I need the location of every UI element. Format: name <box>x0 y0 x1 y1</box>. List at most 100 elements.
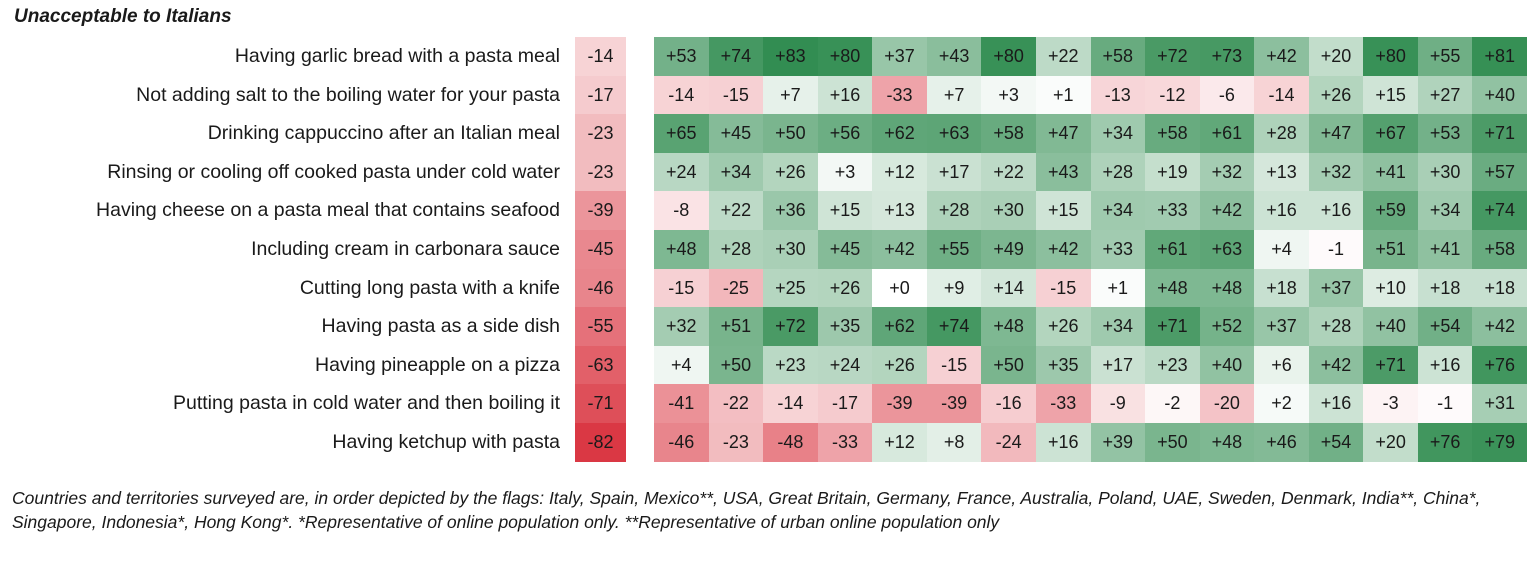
heatmap-cell: +40 <box>1472 75 1527 115</box>
heatmap-cell: -16 <box>981 384 1036 423</box>
italy-cell: -23 <box>575 152 626 192</box>
heatmap-cell: +76 <box>1417 422 1473 462</box>
heatmap-cell: +76 <box>1472 345 1527 385</box>
heatmap-cell: +50 <box>708 345 764 385</box>
heatmap-cell: +48 <box>1199 422 1255 462</box>
heatmap-cell: +37 <box>1254 307 1309 346</box>
row-label: Having cheese on a pasta meal that conta… <box>96 199 560 222</box>
heatmap-cell: +30 <box>763 229 818 269</box>
heatmap-cell: +61 <box>1145 229 1200 269</box>
heatmap-cell: -15 <box>654 268 709 308</box>
heatmap-cell: +42 <box>1308 345 1364 385</box>
heatmap-row: +53 +74 +83 +80 +37 +43 +80 +22 +58 +72 +73 +42 +20 +… <box>654 37 1527 76</box>
heatmap-cell: +32 <box>1308 152 1364 192</box>
heatmap-cell: +80 <box>1363 37 1418 76</box>
heatmap-cell: +42 <box>1254 37 1309 76</box>
heatmap-cell: +42 <box>1199 191 1255 230</box>
heatmap-cell: -15 <box>1035 268 1091 308</box>
heatmap-cell: +26 <box>1308 75 1364 115</box>
heatmap-cell: +33 <box>1145 191 1200 230</box>
italy-cell: -82 <box>575 422 626 462</box>
heatmap-cell: -22 <box>708 384 764 423</box>
heatmap-cell: +58 <box>981 114 1036 153</box>
heatmap-cell: +58 <box>1145 114 1200 153</box>
heatmap-cell: +23 <box>1145 345 1200 385</box>
heatmap-cell: +74 <box>926 307 982 346</box>
heatmap-cell: +2 <box>1254 384 1309 423</box>
footnote: Countries and territories surveyed are, … <box>12 488 1481 532</box>
heatmap-cell: +32 <box>1199 152 1255 192</box>
heatmap-cell: +54 <box>1417 307 1473 346</box>
heatmap-cell: +25 <box>763 268 818 308</box>
heatmap-cell: +56 <box>817 114 873 153</box>
heatmap-cell: +20 <box>1308 37 1364 76</box>
heatmap-cell: +37 <box>872 37 927 76</box>
heatmap-cell: +18 <box>1417 268 1473 308</box>
heatmap-cell: +37 <box>1308 268 1364 308</box>
heatmap-cell: -33 <box>872 75 927 115</box>
heatmap-cell: +41 <box>1363 152 1418 192</box>
heatmap-cell: +57 <box>1472 152 1527 192</box>
heatmap-cell: +36 <box>763 191 818 230</box>
heatmap-row: -46 -23 -48 -33 +12 +8 -24 +16 +39 +50 +48 +46 +54 +2… <box>654 422 1527 462</box>
heatmap-cell: -15 <box>708 75 764 115</box>
heatmap-cell: +73 <box>1199 37 1255 76</box>
heatmap-row: +48 +28 +30 +45 +42 +55 +49 +42 +33 +61 +63 +4 -1 +51… <box>654 229 1527 269</box>
heatmap-cell: +13 <box>1254 152 1309 192</box>
row-label: Rinsing or cooling off cooked pasta unde… <box>107 160 560 183</box>
heatmap-cell: +34 <box>1090 307 1146 346</box>
heatmap-cell: +51 <box>1363 229 1418 269</box>
heatmap-cell: +59 <box>1363 191 1418 230</box>
heatmap-cell: +51 <box>708 307 764 346</box>
heatmap-cell: +42 <box>1035 229 1091 269</box>
heatmap-cell: +72 <box>763 307 818 346</box>
heatmap-cell: +3 <box>981 75 1036 115</box>
italy-cell: -63 <box>575 345 626 385</box>
heatmap-cell: +17 <box>926 152 982 192</box>
heatmap-cell: +67 <box>1363 114 1418 153</box>
italy-cell: -14 <box>575 37 626 76</box>
heatmap-cell: -33 <box>817 422 873 462</box>
heatmap-cell: +22 <box>708 191 764 230</box>
heatmap-row: -8 +22 +36 +15 +13 +28 +30 +15 +34 +33 +42 +16 +16 +5… <box>654 191 1527 230</box>
heatmap-cell: -48 <box>763 422 818 462</box>
heatmap-cell: -39 <box>926 384 982 423</box>
heatmap-cell: -39 <box>872 384 927 423</box>
italy-cell: -23 <box>575 114 626 153</box>
heatmap-cell: +61 <box>1199 114 1255 153</box>
heatmap-cell: +45 <box>817 229 873 269</box>
heatmap-cell: +72 <box>1145 37 1200 76</box>
heatmap-cell: -23 <box>708 422 764 462</box>
heatmap-cell: +81 <box>1472 37 1527 76</box>
heatmap-cell: +18 <box>1254 268 1309 308</box>
heatmap-grid: +53 +74 +83 +80 +37 +43 +80 +22 +58 +72 +73 +42 +20 +… <box>654 37 1527 462</box>
heatmap-cell: -9 <box>1090 384 1146 423</box>
heatmap-cell: +80 <box>817 37 873 76</box>
row-label: Having garlic bread with a pasta meal <box>234 45 560 67</box>
heatmap-cell: +20 <box>1363 422 1418 462</box>
heatmap-cell: +54 <box>1308 422 1364 462</box>
heatmap-cell: +4 <box>654 345 709 385</box>
heatmap-cell: +43 <box>926 37 982 76</box>
italy-cell: -17 <box>575 75 626 115</box>
heatmap-cell: +7 <box>763 75 818 115</box>
heatmap-row: +65 +45 +50 +56 +62 +63 +58 +47 +34 +58 +61 +28 +47 +… <box>654 114 1527 153</box>
heatmap-cell: +16 <box>817 75 873 115</box>
row-labels: Having garlic bread with a pasta meal Not… <box>0 37 560 462</box>
heatmap-cell: +15 <box>817 191 873 230</box>
heatmap-cell: +18 <box>1472 268 1527 308</box>
italy-cell: -71 <box>575 384 626 423</box>
row-label: Including cream in carbonara sauce <box>251 237 560 260</box>
heatmap-cell: +71 <box>1472 114 1527 153</box>
heatmap-cell: +42 <box>1472 307 1527 346</box>
heatmap-cell: +28 <box>926 191 982 230</box>
heatmap-cell: +39 <box>1090 422 1146 462</box>
heatmap-cell: +8 <box>926 422 982 462</box>
heatmap-cell: +53 <box>654 37 709 76</box>
heatmap-cell: +31 <box>1472 384 1527 423</box>
heatmap-cell: +74 <box>1472 191 1527 230</box>
heatmap-cell: +34 <box>708 152 764 192</box>
heatmap-cell: +7 <box>926 75 982 115</box>
heatmap-cell: +28 <box>1308 307 1364 346</box>
heatmap-cell: +58 <box>1090 37 1146 76</box>
